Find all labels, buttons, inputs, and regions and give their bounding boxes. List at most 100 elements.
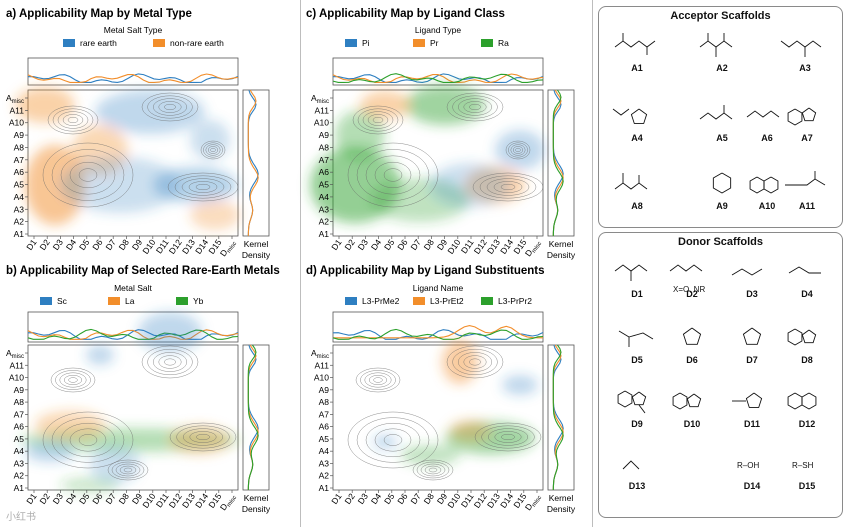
- contour-line: [60, 155, 116, 195]
- contour-line: [416, 461, 450, 479]
- contour-line: [174, 175, 232, 199]
- x-tick-label: D4: [64, 237, 79, 252]
- x-tick-label: D1: [24, 491, 39, 506]
- contour-line: [51, 417, 125, 463]
- x-tick-label: D3: [51, 237, 66, 252]
- top-density-curve: [27, 329, 239, 340]
- y-tick-label: A2: [14, 471, 25, 481]
- legend-swatch: [40, 297, 52, 305]
- contour-line: [119, 465, 137, 475]
- contour-line: [356, 417, 430, 463]
- bond: [630, 108, 648, 124]
- x-tick-label: D7: [408, 237, 423, 252]
- contour-line: [493, 181, 523, 193]
- x-tick-label: D7: [408, 491, 423, 506]
- density-blob: [430, 163, 510, 207]
- kernel-label: Kernel: [549, 493, 574, 503]
- contour-line: [446, 92, 504, 122]
- density-blob: [60, 477, 120, 493]
- contour-line: [368, 374, 388, 386]
- structure-drawing: [731, 268, 763, 276]
- scaffold-label: D13: [628, 481, 646, 491]
- density-label: Density: [547, 250, 576, 260]
- contour-line: [123, 467, 133, 473]
- contour-line: [59, 372, 87, 388]
- y-tick-label: Amisc: [311, 93, 329, 105]
- legend-swatch: [176, 297, 188, 305]
- contour-line: [55, 370, 91, 390]
- panel-title: c) Applicability Map by Ligand Class: [306, 8, 505, 20]
- contour-line: [356, 149, 430, 201]
- structure-drawing: [617, 390, 647, 414]
- scaffold-label: A3: [799, 63, 811, 73]
- scaffold-label: D8: [801, 355, 813, 365]
- density-blob: [335, 110, 385, 160]
- x-tick-label: D6: [90, 237, 105, 252]
- structure-drawing: [742, 327, 762, 345]
- structure-drawing: [614, 264, 648, 281]
- legend-label: La: [125, 296, 135, 306]
- scaffold-d9: D9: [609, 385, 665, 429]
- panel-d: d) Applicability Map by Ligand Substitue…: [306, 265, 576, 514]
- contour-line: [508, 142, 528, 158]
- contour-line: [383, 168, 403, 182]
- y-tick-label: A1: [14, 229, 25, 239]
- y-tick-label: A4: [14, 192, 25, 202]
- legend-title: Metal Salt Type: [104, 25, 163, 35]
- bond: [712, 172, 732, 194]
- contour-line: [412, 459, 454, 481]
- x-tick-label: D7: [103, 237, 118, 252]
- x-tick-label: D3: [356, 491, 371, 506]
- scaffold-label: A7: [801, 133, 813, 143]
- scaffold-label: D1: [631, 289, 643, 299]
- main-plot-frame: [332, 344, 544, 491]
- x-tick-label: D1: [24, 237, 39, 252]
- bond: [787, 108, 803, 126]
- panel-title: a) Applicability Map by Metal Type: [6, 8, 192, 20]
- contour-line: [505, 140, 531, 160]
- bond: [631, 391, 647, 406]
- scaffold-label: A11: [798, 201, 815, 211]
- bond: [612, 108, 630, 116]
- y-tick-label: A4: [319, 446, 330, 456]
- contour-line: [69, 161, 107, 189]
- legend-label: Sc: [57, 296, 68, 306]
- kernel-label: Kernel: [244, 493, 269, 503]
- legend-swatch: [108, 297, 120, 305]
- y-tick-label: A5: [14, 434, 25, 444]
- top-density-curve: [27, 73, 239, 83]
- contour-line: [446, 345, 504, 379]
- structure-drawing: [712, 172, 732, 194]
- y-tick-label: A4: [319, 192, 330, 202]
- contour-line: [164, 103, 176, 111]
- contour-line: [469, 103, 481, 111]
- bond: [801, 329, 817, 344]
- x-tick-label: D7: [103, 491, 118, 506]
- contour-line: [152, 98, 188, 116]
- y-tick-label: A1: [14, 483, 25, 493]
- structure-drawing: [682, 327, 702, 345]
- bond: [785, 178, 826, 186]
- contour-line: [424, 465, 442, 475]
- scaffold-d3: D3: [724, 255, 780, 299]
- scaffold-label: D2: [686, 289, 698, 299]
- top-density-curve: [332, 73, 544, 83]
- acceptor-scaffolds-box: Acceptor Scaffolds A1 A2 A3 A4 A5 A6 A7 A8 A9 A10…: [598, 6, 843, 228]
- y-tick-label: A11: [315, 105, 330, 115]
- panel-a: a) Applicability Map by Metal Type Metal …: [6, 8, 271, 260]
- bond: [682, 327, 702, 345]
- x-tick-label: D5: [382, 237, 397, 252]
- bond: [614, 182, 648, 190]
- contour-line: [188, 181, 218, 193]
- y-tick-label: A9: [14, 385, 25, 395]
- contour-line: [352, 105, 404, 135]
- contour-line: [472, 172, 544, 202]
- d14-structure-text: R–OH: [737, 461, 760, 470]
- contour-line: [47, 105, 99, 135]
- legend-swatch: [413, 297, 425, 305]
- x-tick-label: D3: [356, 237, 371, 252]
- y-tick-label: A2: [319, 471, 330, 481]
- x-tick-label: D8: [117, 237, 132, 252]
- structure-drawing: [746, 110, 780, 118]
- x-tick-label: D6: [395, 237, 410, 252]
